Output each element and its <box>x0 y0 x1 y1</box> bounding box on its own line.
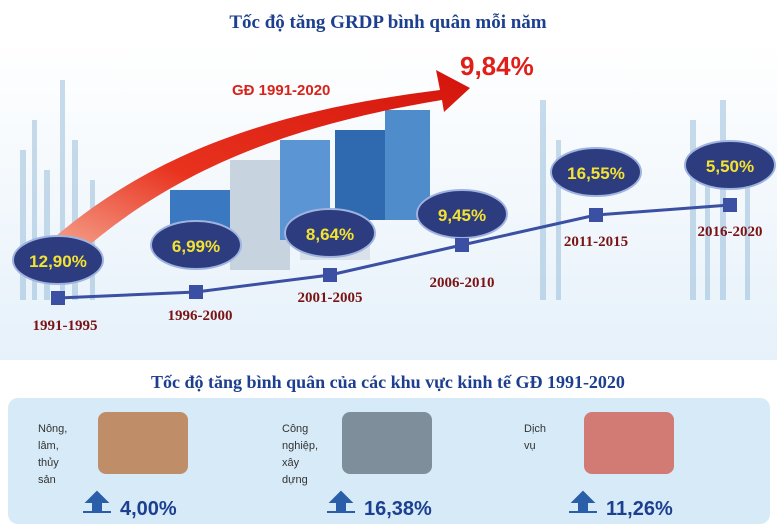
period-marker <box>723 198 737 212</box>
sector-label: sản <box>38 474 56 486</box>
sector-icon <box>98 412 188 474</box>
period-label: 2016-2020 <box>698 224 763 240</box>
sector-label: nghiệp, <box>282 440 318 452</box>
trend-value: 9,84% <box>460 51 534 81</box>
sector-value: 4,00% <box>120 498 177 520</box>
period-marker <box>51 291 65 305</box>
sector-value: 11,26% <box>606 498 673 520</box>
period-label: 2001-2005 <box>298 290 363 306</box>
period-value: 12,90% <box>29 252 87 271</box>
period-value: 9,45% <box>438 206 486 225</box>
period-marker <box>455 238 469 252</box>
sector-icon <box>584 412 674 474</box>
period-label: 1991-1995 <box>33 318 98 334</box>
period-value: 5,50% <box>706 157 754 176</box>
sector-value: 16,38% <box>364 498 432 520</box>
sector-label: Nông, <box>38 423 67 435</box>
sector-label: thủy <box>38 457 59 469</box>
period-value: 8,64% <box>306 225 354 244</box>
sector-label: lâm, <box>38 440 59 452</box>
sector-label: xây <box>282 457 300 469</box>
sector-label: Dịch <box>524 423 546 435</box>
period-label: 2011-2015 <box>564 234 628 250</box>
period-marker <box>589 208 603 222</box>
sector-icon <box>342 412 432 474</box>
sector-label: dựng <box>282 474 308 486</box>
sector-label: Công <box>282 423 308 435</box>
period-label: 1996-2000 <box>168 308 233 324</box>
period-marker <box>189 285 203 299</box>
sectors-title: Tốc độ tăng bình quân của các khu vực ki… <box>151 372 625 392</box>
trend-label: GĐ 1991-2020 <box>232 82 330 99</box>
period-value: 16,55% <box>567 164 625 183</box>
period-marker <box>323 268 337 282</box>
title: Tốc độ tăng GRDP bình quân mỗi năm <box>229 12 546 33</box>
sector-label: vụ <box>524 440 536 452</box>
infographic: Tốc độ tăng GRDP bình quân mỗi năm GĐ 19… <box>0 0 777 524</box>
period-value: 6,99% <box>172 237 220 256</box>
period-label: 2006-2010 <box>430 275 495 291</box>
